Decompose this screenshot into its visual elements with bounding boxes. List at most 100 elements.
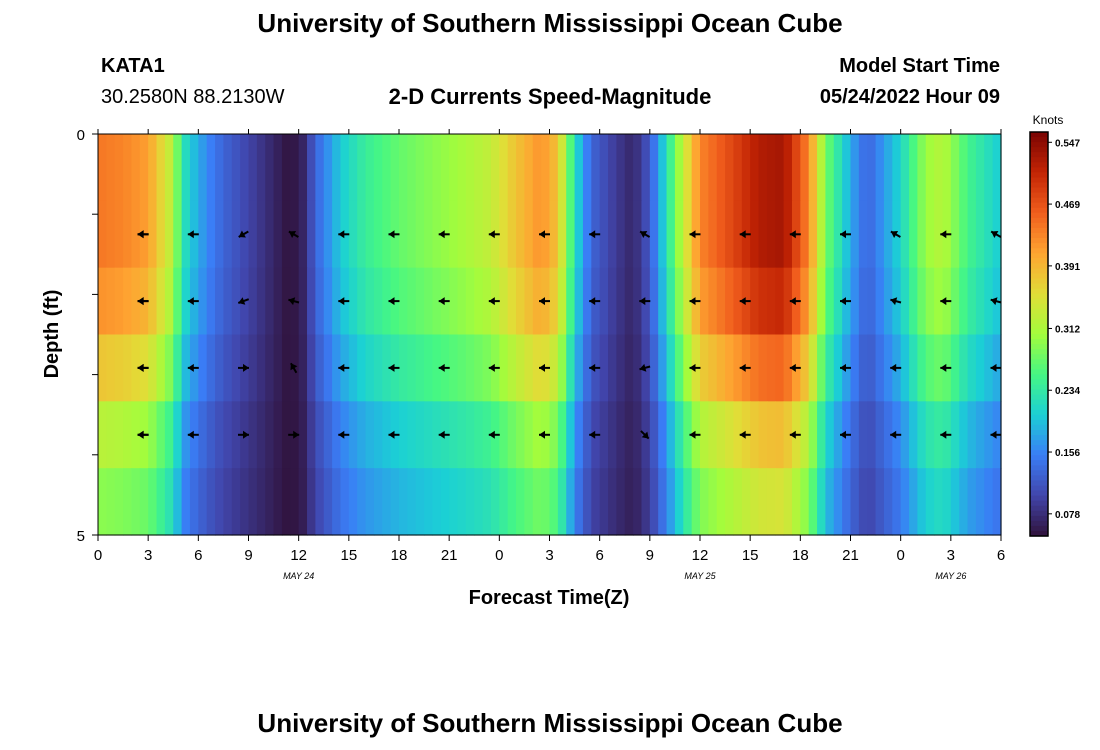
heatmap-cell	[900, 468, 910, 536]
current-vector-arrow	[438, 230, 450, 239]
heatmap-cell	[808, 334, 818, 402]
current-vector-arrow	[789, 363, 801, 372]
colorbar-segment	[1030, 313, 1048, 320]
heatmap-cell	[457, 334, 467, 402]
heatmap-cell	[549, 134, 559, 202]
colorbar-segment	[1030, 374, 1048, 381]
colorbar-segment	[1030, 132, 1048, 138]
heatmap-cell	[415, 401, 425, 469]
heatmap-cell	[223, 134, 233, 202]
heatmap-cell	[198, 134, 208, 202]
heatmap-cell	[273, 200, 283, 269]
heatmap-cell	[273, 468, 283, 536]
heatmap-cell	[934, 134, 944, 202]
colorbar-segment	[1030, 162, 1048, 168]
heatmap-cell	[449, 200, 459, 269]
heatmap-cell	[549, 334, 559, 402]
heatmap-cell	[298, 334, 308, 402]
heatmap-cell	[549, 200, 559, 269]
heatmap-cell	[825, 134, 835, 202]
colorbar-segment	[1030, 510, 1048, 517]
colorbar-segment	[1030, 339, 1048, 345]
heatmap-cell	[532, 468, 542, 536]
heatmap-cell	[449, 267, 459, 336]
colorbar-unit-label: Knots	[1033, 113, 1064, 127]
current-vector-arrow	[238, 430, 249, 439]
colorbar-segment	[1030, 460, 1048, 466]
heatmap-cell	[231, 468, 241, 536]
heatmap-cell	[917, 267, 927, 336]
heatmap-cell	[198, 401, 208, 469]
colorbar-segment	[1030, 238, 1048, 244]
heatmap-cell	[382, 200, 392, 269]
heatmap-cell	[474, 134, 484, 202]
heatmap-cell	[984, 200, 994, 269]
heatmap-cell	[273, 134, 283, 202]
x-tick-label: 21	[441, 547, 458, 564]
heatmap-cell	[465, 200, 475, 269]
heatmap-cell	[909, 468, 918, 536]
current-vector-arrow	[187, 430, 199, 439]
heatmap-cell	[549, 468, 559, 536]
heatmap-cell	[766, 334, 776, 402]
x-axis: 0 3 6 9 12 15 18 21 0 3 6 9 12 15 18 21 0 3 6 MAY 24 MAY 25 M…	[94, 129, 1005, 581]
heatmap-cell	[457, 401, 467, 469]
colorbar-segment	[1030, 505, 1048, 512]
heatmap-cell	[917, 200, 927, 269]
heatmap-cell	[382, 401, 392, 469]
current-vector-arrow	[187, 363, 199, 372]
colorbar-segment	[1030, 167, 1048, 173]
heatmap-cell	[315, 200, 325, 269]
heatmap-cell	[281, 134, 291, 202]
heatmap-cell	[148, 134, 158, 202]
heatmap-cell	[164, 134, 174, 202]
heatmap-cell	[156, 267, 166, 336]
heatmap-cell	[323, 401, 333, 469]
heatmap-cell	[616, 267, 626, 336]
heatmap-cell	[114, 134, 124, 202]
current-vector-arrow	[187, 297, 199, 306]
heatmap-cell	[783, 401, 793, 469]
x-tick-label: 12	[692, 547, 709, 564]
heatmap-cell	[532, 334, 542, 402]
heatmap-cell	[833, 401, 843, 469]
heatmap-cell	[474, 468, 484, 536]
heatmap-cell	[708, 267, 718, 336]
heatmap-cell	[817, 401, 827, 469]
heatmap-cell	[875, 401, 885, 469]
heatmap-cell	[758, 267, 768, 336]
heatmap-cell	[825, 468, 835, 536]
heatmap-cell	[883, 134, 893, 202]
colorbar-segment	[1030, 248, 1048, 254]
heatmap-cell	[131, 134, 141, 202]
current-vector-arrow	[789, 430, 801, 439]
heatmap-cell	[867, 468, 877, 536]
heatmap-cell	[967, 200, 977, 269]
heatmap-cell	[750, 200, 760, 269]
colorbar-segment	[1030, 495, 1048, 502]
heatmap-cell	[415, 200, 425, 269]
heatmap-cell	[98, 267, 107, 336]
current-vector-arrow	[990, 430, 1002, 439]
colorbar-segment	[1030, 500, 1048, 507]
heatmap-cell	[348, 401, 358, 469]
colorbar-segment	[1030, 475, 1048, 482]
heatmap-cell	[624, 468, 634, 536]
heatmap-cell	[524, 334, 534, 402]
heatmap-cell	[424, 267, 434, 336]
heatmap-cell	[599, 468, 609, 536]
heatmap-cell	[332, 334, 342, 402]
heatmap-cell	[791, 134, 801, 202]
heatmap-cell	[934, 267, 944, 336]
heatmap-cell	[925, 334, 935, 402]
heatmap-cell	[817, 334, 827, 402]
heatmap-cell	[649, 134, 659, 202]
heatmap-cell	[992, 468, 1002, 536]
heatmap-cell	[858, 468, 868, 536]
current-vector-arrow	[288, 430, 300, 439]
heatmap-cell	[114, 401, 124, 469]
heatmap-cell	[516, 134, 526, 202]
date-label: MAY 26	[935, 571, 966, 581]
heatmap-cell	[265, 334, 275, 402]
colorbar-segment	[1030, 369, 1048, 375]
